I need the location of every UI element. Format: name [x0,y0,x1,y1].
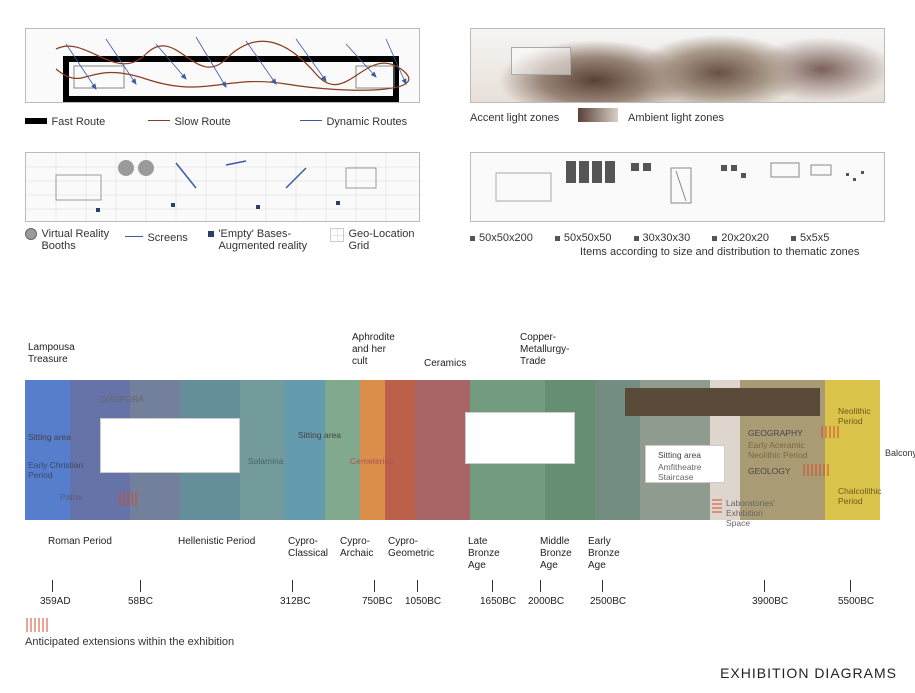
zone-inner-label: Sitting area [658,450,701,460]
zone-inner-label: GEOGRAPHY [748,428,803,438]
screens-legend: Screens [125,228,188,246]
timeline-zone [385,380,415,520]
size-legend: 50x50x200 50x50x50 30x30x30 20x20x20 5x5x5 [470,228,885,246]
zone-inner-label: Neolithic Period [838,406,871,426]
extension-note-label: Anticipated extensions within the exhibi… [25,636,234,648]
size-label: 5x5x5 [791,232,829,244]
screens-label: Screens [147,232,187,244]
date-label: 312BC [280,596,311,608]
zone-inner-label: Amfitheatre Staircase [658,462,701,482]
date-label: 3900BC [752,596,788,608]
grid-legend: Geo-Location Grid [330,228,415,254]
bases-label: 'Empty' Bases- Augmented reality [218,228,307,252]
extension-hatch [118,492,138,506]
grid-label: Geo-Location Grid [348,228,414,252]
zone-inner-label: Sitting area [28,432,71,442]
date-label: 5500BC [838,596,874,608]
timeline-zone [415,380,470,520]
size-label: 50x50x50 [555,232,612,244]
period-label: Cypro- Archaic [340,536,373,560]
period-label: Cypro- Geometric [388,536,434,560]
period-label: Late Bronze Age [468,536,500,572]
size-label: 50x50x200 [470,232,533,244]
zone-top-label: Aphrodite and her cult [352,332,395,368]
date-label: 750BC [362,596,393,608]
fast-route-label: Fast Route [51,116,105,128]
light-gradient-swatch [578,108,618,122]
timeline-zone [240,380,285,520]
date-label: 1650BC [480,596,516,608]
extension-hatch [712,497,722,517]
size-label: 30x30x30 [634,232,691,244]
date-tick [540,580,541,592]
vr-svg [26,153,421,223]
dynamic-route-swatch: Dynamic Routes [300,112,407,130]
date-tick [292,580,293,592]
page-title: EXHIBITION DIAGRAMS [720,665,897,681]
date-tick [492,580,493,592]
date-tick [764,580,765,592]
items-caption: Items according to size and distribution… [580,246,859,258]
white-void [100,418,240,473]
date-label: 2000BC [528,596,564,608]
date-label: 58BC [128,596,153,608]
vr-plan [25,152,420,222]
light-zones-plan [470,28,885,103]
zone-inner-label: Early Aceramic Neolithic Period [748,440,808,460]
zone-inner-label: Pafos [60,492,82,502]
zone-top-label: Ceramics [424,358,466,370]
base-square [96,208,100,212]
fast-route-swatch: Fast Route [25,112,105,130]
zone-inner-label: GEOLOGY [748,466,791,476]
date-label: 2500BC [590,596,626,608]
fast-route-path [66,59,396,99]
size-items [566,161,864,203]
date-tick [52,580,53,592]
routes-plan [25,28,420,103]
slow-route-swatch: Slow Route [148,112,231,130]
extension-hatch-icon [25,618,51,632]
extension-hatch [802,464,832,476]
zone-inner-label: Cemeteries [350,456,393,466]
date-tick [850,580,851,592]
zone-inner-label: DIASPORA [100,394,144,404]
date-tick [374,580,375,592]
period-label: Roman Period [48,536,112,548]
vr-label: Virtual Reality Booths [41,228,109,252]
bases-legend: 'Empty' Bases- Augmented reality [208,228,307,254]
timeline-zone [285,380,325,520]
items-svg [471,153,886,223]
vr-booth-icon [118,160,134,176]
timeline-zone [325,380,360,520]
date-tick [140,580,141,592]
period-label: Hellenistic Period [178,536,255,548]
items-plan [470,152,885,222]
date-label: 359AD [40,596,71,608]
white-void [465,412,575,464]
date-tick [602,580,603,592]
extension-legend: Anticipated extensions within the exhibi… [25,618,234,650]
period-label: Early Bronze Age [588,536,620,572]
period-label: Cypro- Classical [288,536,328,560]
zone-inner-label: Early Christian Period [28,460,83,480]
vr-legend: Virtual Reality Booths [25,228,109,254]
extension-hatch [820,426,840,438]
zone-inner-label: Laboratories' Exhibition Space [726,498,775,528]
zone-inner-label: Chalcolithic Period [838,486,881,506]
date-tick [417,580,418,592]
period-label: Middle Bronze Age [540,536,572,572]
zone-inner-label: Salamina [248,456,283,466]
date-label: 1050BC [405,596,441,608]
zone-top-label: Copper- Metallurgy- Trade [520,332,569,368]
timeline-zone [360,380,385,520]
balcony-label: Balcony [885,448,915,458]
routes-svg [26,29,421,104]
zone-inner-label: Sitting area [298,430,341,440]
dynamic-route-label: Dynamic Routes [326,116,407,128]
zone-top-label: Lampousa Treasure [28,342,75,366]
size-label: 20x20x20 [712,232,769,244]
slow-route-label: Slow Route [174,116,230,128]
ambient-light-label: Ambient light zones [628,112,724,124]
accent-light-label: Accent light zones [470,112,559,124]
